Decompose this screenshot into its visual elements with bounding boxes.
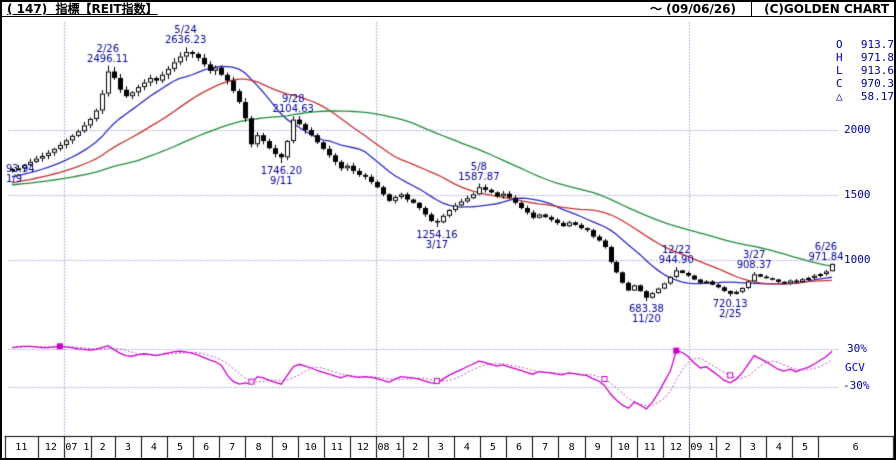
month-label: 5 <box>489 442 496 453</box>
copyright-label: (C)GOLDEN CHART <box>764 2 889 16</box>
month-label: 11 <box>643 442 656 453</box>
date-range-label: ～ (09/06/26) <box>650 2 737 16</box>
oscillator-name-label: GCV <box>845 361 865 374</box>
quote-value: 913.7 <box>860 38 894 51</box>
quote-value: 970.3 <box>860 77 894 90</box>
titlebar: ( 147) 指標【REIT指数】 ～ (09/06/26) (C)GOLDEN… <box>2 2 894 17</box>
quote-value: 58.17 <box>860 90 894 103</box>
month-label: 11 <box>15 442 28 453</box>
month-label: 12 <box>44 442 57 453</box>
quote-value: 971.8 <box>860 51 894 64</box>
month-label: 4 <box>150 442 157 453</box>
month-label: 11 <box>330 442 343 453</box>
month-label: 7 <box>229 442 236 453</box>
quote-key: H <box>836 51 843 64</box>
quote-key: C <box>836 77 843 90</box>
month-label: 12 <box>669 442 682 453</box>
month-label: 9 <box>594 442 601 453</box>
month-label: 07 1 <box>65 442 90 453</box>
month-label: 5 <box>177 442 184 453</box>
quote-row: O 913.7 <box>836 38 894 51</box>
price-tick-label: 1000 <box>844 253 871 266</box>
month-label: 09 1 <box>690 442 715 453</box>
month-label: 5 <box>801 442 809 453</box>
month-label: 3 <box>437 442 444 453</box>
quote-row: H 971.8 <box>836 51 894 64</box>
quote-value: 913.6 <box>860 64 894 77</box>
month-axis: 11 12 07 1 2 3 4 5 6 7 8 9 10 11 12 08 1 2 3 4 5 6 7 8 9 10 11 12… <box>2 438 894 458</box>
quote-key: L <box>836 64 843 77</box>
month-label: 7 <box>542 442 549 453</box>
month-label: 6 <box>203 442 210 453</box>
month-label: 9 <box>281 442 288 453</box>
oscillator-lower-level-label: -30% <box>843 379 870 392</box>
quote-row: C 970.3 <box>836 77 894 90</box>
month-label: 4 <box>775 442 782 453</box>
oscillator-upper-level-label: 30% <box>847 342 867 355</box>
month-label: 8 <box>255 442 262 453</box>
quote-key: O <box>836 38 843 51</box>
month-label: 2 <box>99 442 106 453</box>
quote-row: L 913.6 <box>836 64 894 77</box>
month-label: 6 <box>516 442 523 453</box>
chart-title: ( 147) 指標【REIT指数】 <box>7 2 158 16</box>
month-label: 6 <box>852 442 859 453</box>
month-label: 12 <box>356 442 369 453</box>
ohlc-quote-panel: O 913.7 H 971.8 L 913.6 C 970.3 △ 58.17 <box>836 38 894 103</box>
titlebar-divider <box>751 2 752 17</box>
price-tick-label: 1500 <box>844 188 871 201</box>
month-label: 08 1 <box>377 442 402 453</box>
month-label: 10 <box>617 442 630 453</box>
month-label: 4 <box>463 442 470 453</box>
month-label: 2 <box>412 442 419 453</box>
month-label: 2 <box>724 442 731 453</box>
month-label: 3 <box>124 442 131 453</box>
month-label: 8 <box>568 442 575 453</box>
quote-key: △ <box>836 90 843 103</box>
month-label: 3 <box>749 442 756 453</box>
month-label: 10 <box>304 442 317 453</box>
quote-row: △ 58.17 <box>836 90 894 103</box>
price-tick-label: 2000 <box>844 123 871 136</box>
